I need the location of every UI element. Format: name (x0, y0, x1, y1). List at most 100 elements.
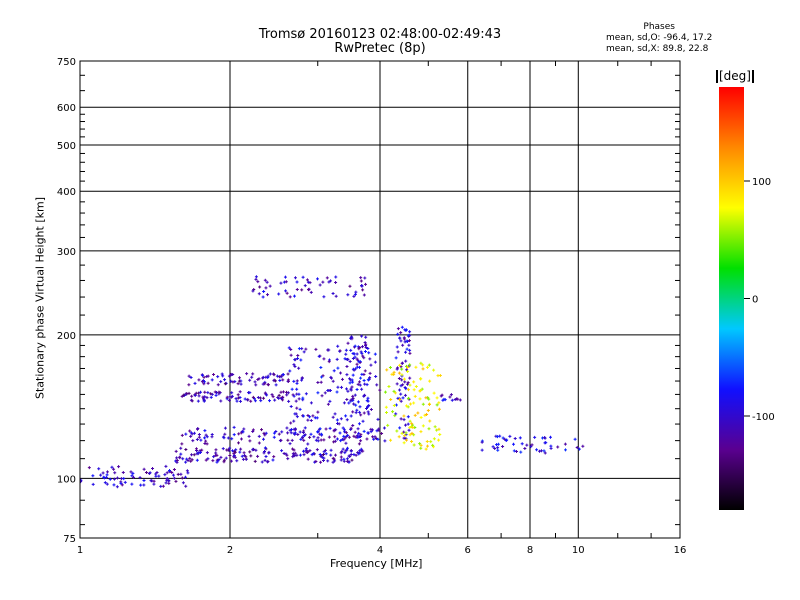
data-point (306, 414, 310, 418)
data-point (295, 280, 299, 284)
data-point (324, 452, 328, 456)
data-point (346, 341, 350, 345)
data-point (239, 437, 243, 441)
data-point (357, 360, 361, 364)
data-point (257, 441, 261, 445)
data-point (359, 276, 363, 280)
data-point (391, 410, 395, 414)
data-point (298, 430, 302, 434)
data-point (352, 453, 356, 457)
data-point (374, 375, 378, 379)
data-point (256, 395, 260, 399)
data-point (277, 375, 281, 379)
data-point (271, 372, 275, 376)
data-point (406, 365, 410, 369)
data-point (264, 454, 268, 458)
data-point (535, 448, 539, 452)
data-point (262, 289, 266, 293)
data-point (334, 294, 338, 298)
data-point (386, 423, 390, 427)
data-point (178, 456, 182, 460)
data-point (409, 402, 413, 406)
data-point (520, 442, 524, 446)
data-point (295, 415, 299, 419)
data-point (202, 382, 206, 386)
data-point (352, 402, 356, 406)
data-point (273, 398, 277, 402)
data-point (360, 283, 364, 287)
data-point (438, 433, 442, 437)
data-point (251, 289, 255, 293)
data-point (373, 435, 377, 439)
colorbar-tick-label: 100 (752, 177, 771, 188)
data-point (235, 459, 239, 463)
data-point (518, 436, 522, 440)
data-point (394, 403, 398, 407)
data-point (346, 389, 350, 393)
data-point (355, 352, 359, 356)
data-point (361, 288, 365, 292)
data-point (256, 454, 260, 458)
data-point (362, 293, 366, 297)
data-point (480, 448, 484, 452)
data-point (424, 396, 428, 400)
data-point (343, 451, 347, 455)
data-point (270, 393, 274, 397)
data-point (427, 403, 431, 407)
data-point (398, 363, 402, 367)
data-point (407, 339, 411, 343)
data-point (353, 430, 357, 434)
data-point (304, 392, 308, 396)
data-point (577, 447, 581, 451)
x-tick-label: 16 (674, 545, 687, 556)
data-point (122, 477, 126, 481)
data-point (406, 415, 410, 419)
data-point (501, 445, 505, 449)
data-point (402, 436, 406, 440)
data-point (425, 365, 429, 369)
data-point (190, 432, 194, 436)
data-point (274, 430, 278, 434)
data-point (292, 419, 296, 423)
data-point (389, 438, 393, 442)
data-point (105, 470, 109, 474)
data-point (347, 401, 351, 405)
data-point (376, 437, 380, 441)
data-point (356, 427, 360, 431)
data-point (358, 435, 362, 439)
data-point (257, 292, 261, 296)
data-point (249, 454, 253, 458)
x-tick-label: 6 (465, 545, 471, 556)
data-point (174, 479, 178, 483)
data-point (403, 340, 407, 344)
data-point (401, 383, 405, 387)
data-point (351, 410, 355, 414)
data-point (326, 348, 330, 352)
data-point (436, 374, 440, 378)
data-point (236, 393, 240, 397)
data-point (316, 430, 320, 434)
data-point (373, 352, 377, 356)
data-point (403, 380, 407, 384)
data-point (233, 450, 237, 454)
data-point (384, 405, 388, 409)
data-point (197, 432, 201, 436)
data-point (543, 441, 547, 445)
data-point (406, 381, 410, 385)
data-point (352, 352, 356, 356)
data-point (246, 391, 250, 395)
data-point (508, 434, 512, 438)
data-point (530, 443, 534, 447)
data-point (249, 399, 253, 403)
data-point (268, 284, 272, 288)
data-point (189, 434, 193, 438)
data-point (399, 339, 403, 343)
data-point (341, 447, 345, 451)
data-point (429, 440, 433, 444)
data-point (325, 276, 329, 280)
data-point (348, 359, 352, 363)
data-point (372, 437, 376, 441)
data-point (397, 371, 401, 375)
data-point (349, 414, 353, 418)
data-point (542, 449, 546, 453)
